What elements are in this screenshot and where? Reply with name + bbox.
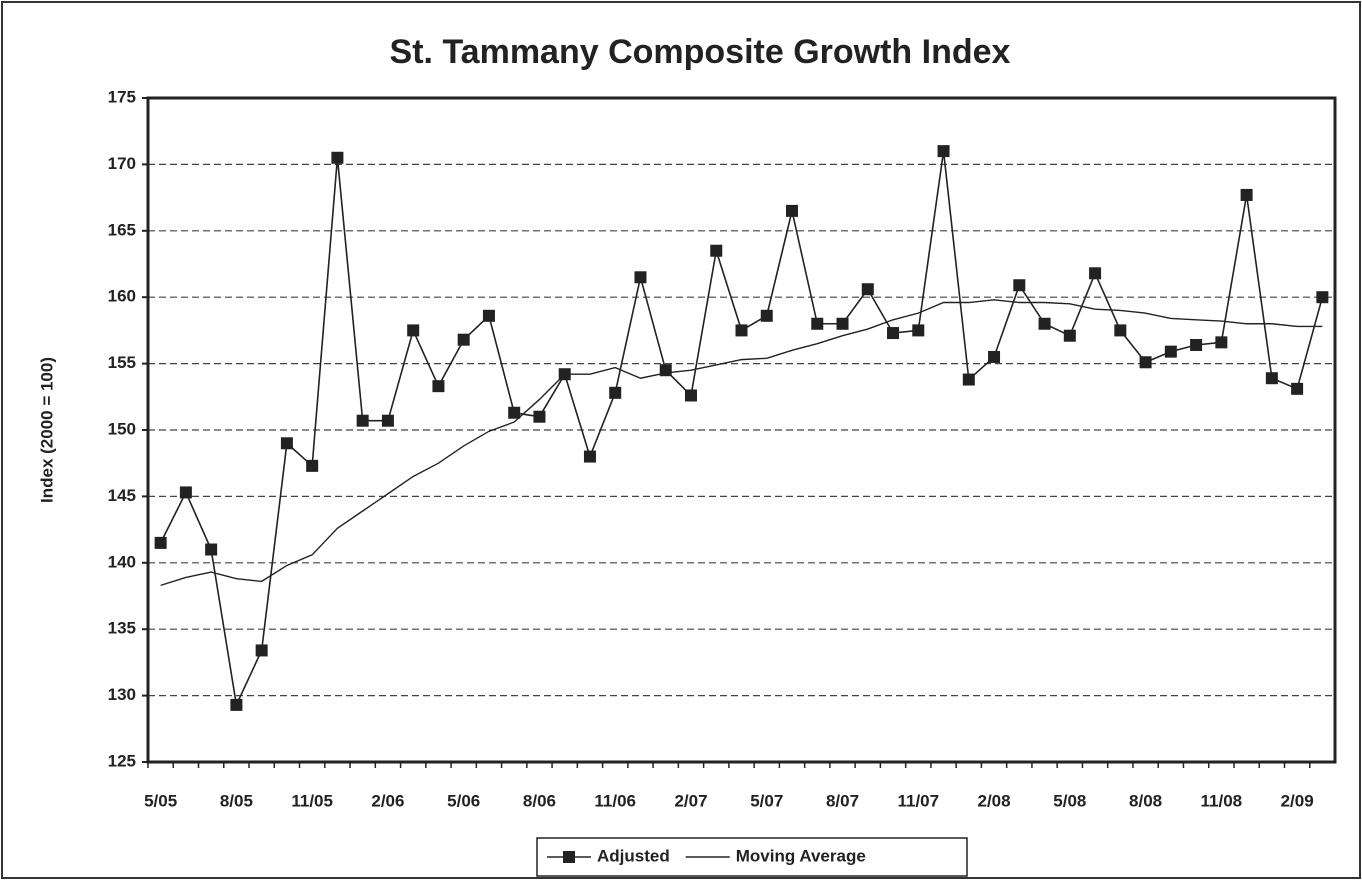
- x-tick-label: 8/08: [1129, 791, 1162, 810]
- data-point: [887, 327, 900, 340]
- data-point: [962, 373, 975, 386]
- y-tick-label: 175: [108, 87, 136, 106]
- x-tick-label: 11/05: [291, 791, 333, 810]
- chart-title: St. Tammany Composite Growth Index: [390, 33, 1011, 71]
- data-point: [1164, 345, 1177, 358]
- x-tick-label: 5/06: [447, 791, 480, 810]
- x-tick-label: 5/05: [144, 791, 177, 810]
- data-point: [407, 324, 420, 337]
- data-point: [1265, 372, 1278, 385]
- data-point: [1063, 329, 1076, 342]
- x-tick-label: 5/07: [750, 791, 783, 810]
- y-tick-label: 165: [108, 220, 136, 239]
- y-tick-label: 140: [108, 552, 136, 571]
- data-point: [255, 644, 268, 657]
- data-point: [1013, 279, 1026, 292]
- y-tick-label: 130: [108, 685, 136, 704]
- x-tick-label: 8/05: [220, 791, 253, 810]
- data-point: [836, 317, 849, 330]
- data-point: [1089, 267, 1102, 280]
- x-tick-label: 8/07: [826, 791, 859, 810]
- data-point: [912, 324, 925, 337]
- data-point: [760, 309, 773, 322]
- y-tick-label: 150: [108, 419, 136, 438]
- data-point: [811, 317, 824, 330]
- y-tick-label: 155: [108, 353, 136, 372]
- legend-marker: [563, 851, 575, 863]
- data-point: [634, 271, 647, 284]
- legend-label: Adjusted: [597, 846, 670, 865]
- data-point: [1215, 336, 1228, 349]
- x-tick-label: 2/07: [674, 791, 707, 810]
- data-point: [154, 536, 167, 549]
- data-point: [937, 145, 950, 158]
- x-tick-label: 11/07: [897, 791, 939, 810]
- data-point: [684, 389, 697, 402]
- plot-area: [146, 96, 1337, 764]
- series-line: [160, 299, 1323, 587]
- data-point: [988, 350, 1001, 363]
- data-point: [1190, 339, 1203, 352]
- x-tick-label: 2/08: [978, 791, 1011, 810]
- data-point: [306, 459, 319, 472]
- data-point: [583, 450, 596, 463]
- data-point: [356, 414, 369, 427]
- data-point: [230, 698, 243, 711]
- data-point: [786, 204, 799, 217]
- y-tick-label: 170: [108, 154, 136, 173]
- data-point: [432, 380, 445, 393]
- data-point: [482, 309, 495, 322]
- y-tick-label: 125: [108, 751, 136, 770]
- x-tick-label: 8/06: [523, 791, 556, 810]
- x-tick-label: 5/08: [1053, 791, 1086, 810]
- data-point: [1139, 356, 1152, 369]
- data-point: [1114, 324, 1127, 337]
- x-tick-label: 11/06: [594, 791, 636, 810]
- data-point: [1240, 188, 1253, 201]
- data-point: [205, 543, 218, 556]
- x-tick-label: 11/08: [1201, 791, 1243, 810]
- data-point: [1291, 382, 1304, 395]
- data-point: [609, 386, 622, 399]
- data-point: [179, 486, 192, 499]
- data-point: [1038, 317, 1051, 330]
- legend-box: [536, 837, 968, 877]
- legend-label: Moving Average: [736, 846, 866, 865]
- data-point: [381, 414, 394, 427]
- y-tick-label: 135: [108, 619, 136, 638]
- data-point: [861, 283, 874, 296]
- y-axis-label: Index (2000 = 100): [37, 357, 56, 503]
- data-point: [735, 324, 748, 337]
- data-point: [533, 410, 546, 423]
- data-point: [508, 406, 521, 419]
- data-point: [280, 437, 293, 450]
- data-point: [331, 151, 344, 164]
- data-point: [710, 244, 723, 257]
- x-tick-label: 2/09: [1281, 791, 1314, 810]
- y-tick-label: 160: [108, 287, 136, 306]
- x-tick-label: 2/06: [371, 791, 404, 810]
- data-point: [1316, 291, 1329, 304]
- y-tick-label: 145: [108, 486, 136, 505]
- data-point: [457, 333, 470, 346]
